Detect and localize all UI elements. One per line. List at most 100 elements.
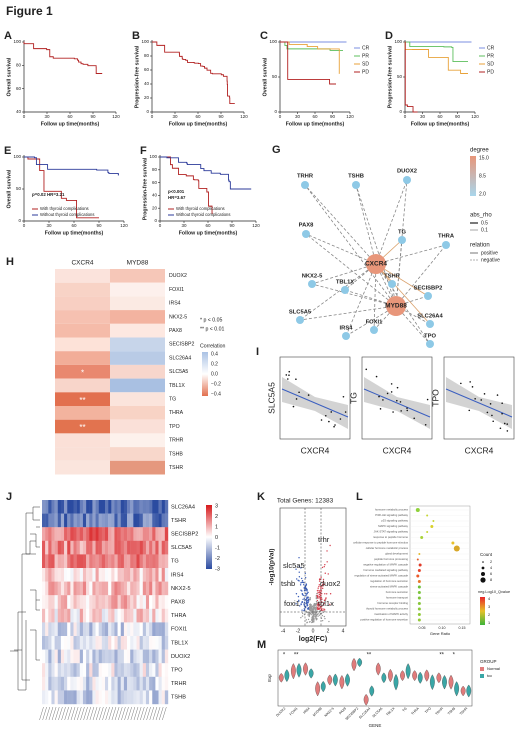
point	[292, 405, 295, 408]
edge	[375, 263, 429, 297]
heat-cell	[57, 540, 62, 555]
heat-cell	[139, 622, 143, 637]
point	[315, 600, 318, 603]
heat-cell	[161, 649, 166, 664]
legend-label: tcc	[487, 673, 492, 678]
figure-title: Figure 1	[6, 4, 53, 18]
dot	[417, 569, 421, 572]
heat-cell	[45, 500, 49, 514]
heat-cell	[60, 636, 65, 650]
legend-tick: 0.0	[211, 371, 218, 377]
node	[424, 292, 432, 300]
heat-cell	[48, 595, 52, 609]
point	[506, 423, 509, 425]
point	[304, 605, 307, 608]
heat-cell	[64, 540, 68, 555]
legend-label: PR	[487, 53, 494, 59]
heat-cell	[111, 568, 115, 582]
legend-label: CR	[362, 45, 370, 51]
point	[297, 579, 299, 582]
gene-label: tbl1x	[318, 599, 334, 608]
violin	[332, 673, 338, 687]
heat-cell	[67, 568, 71, 582]
point	[319, 596, 321, 599]
point	[342, 395, 345, 398]
heat-cell	[158, 554, 162, 569]
legend-title: relation	[470, 243, 490, 249]
legend-tick: −0.4	[211, 391, 221, 397]
heat-cell	[76, 595, 80, 609]
heat-cell	[120, 568, 125, 582]
x-tick-label: 4	[342, 628, 345, 634]
heat-cell	[55, 364, 110, 379]
x-tick-label: TBL1X	[385, 706, 396, 717]
heat-cell	[95, 676, 99, 691]
heat-cell	[79, 690, 84, 705]
heat-cell	[161, 595, 166, 609]
point	[365, 368, 368, 371]
legend-tick: 0	[215, 535, 218, 541]
point	[339, 418, 342, 420]
line	[445, 388, 513, 418]
heat-cell	[45, 540, 49, 555]
heat-cell	[149, 676, 153, 691]
heat-cell	[64, 649, 68, 664]
point	[323, 565, 325, 568]
heat-cell	[82, 622, 87, 637]
heat-cell	[120, 608, 125, 623]
term-label: MAPK signaling pathway	[378, 524, 408, 528]
heat-cell	[60, 568, 65, 582]
heat-cell	[164, 568, 169, 582]
point	[285, 374, 288, 376]
heat-cell	[48, 649, 52, 664]
heat-cell	[117, 540, 121, 555]
heat-cell	[142, 513, 147, 528]
heat-cell	[67, 595, 71, 609]
y-tick-label: 0	[154, 218, 157, 223]
heat-cell	[158, 595, 162, 609]
heat-cell	[64, 622, 68, 637]
legend-dot	[482, 561, 484, 563]
heat-cell	[82, 513, 87, 528]
violin	[442, 675, 447, 690]
point	[311, 620, 313, 622]
point	[316, 613, 319, 616]
heat-cell	[158, 513, 162, 528]
point	[298, 599, 300, 602]
heat-cell	[86, 608, 90, 623]
heat-cell	[127, 595, 131, 609]
heat-cell	[98, 690, 103, 705]
violin	[460, 685, 466, 697]
term-label: cellular response to peptide hormone sti…	[353, 541, 408, 545]
heat-cell	[92, 636, 96, 650]
heat-cell	[133, 540, 137, 555]
legend-title: neg.Log10_Qvalue	[478, 590, 510, 594]
edge	[345, 263, 377, 337]
survival-curve	[280, 41, 343, 51]
heat-cell	[51, 554, 55, 569]
heat-cell	[123, 554, 128, 569]
legend-label: With thyroid complications	[176, 206, 225, 211]
heat-cell	[164, 676, 169, 691]
heat-cell	[70, 527, 74, 541]
line	[127, 706, 132, 721]
heat-cell	[149, 595, 153, 609]
point	[301, 609, 303, 611]
heat-cell	[120, 581, 125, 596]
heat-cell	[45, 581, 49, 596]
term-label: inactivation of MAPK activity	[374, 612, 408, 616]
heat-cell	[48, 608, 52, 623]
point	[300, 567, 302, 569]
heat-cell	[117, 636, 121, 650]
legend-tick: 0.5	[481, 220, 488, 226]
heat-cell	[142, 595, 147, 609]
node-label: TPO	[424, 334, 436, 340]
heat-cell	[117, 676, 121, 691]
x-tick-label: 60	[67, 114, 73, 119]
heat-cell	[136, 595, 140, 609]
y-axis-label: Progression-free survival	[387, 45, 393, 108]
heat-cell	[149, 527, 153, 541]
heat-cell	[86, 690, 90, 705]
point	[317, 615, 319, 617]
heat-cell	[42, 649, 46, 664]
